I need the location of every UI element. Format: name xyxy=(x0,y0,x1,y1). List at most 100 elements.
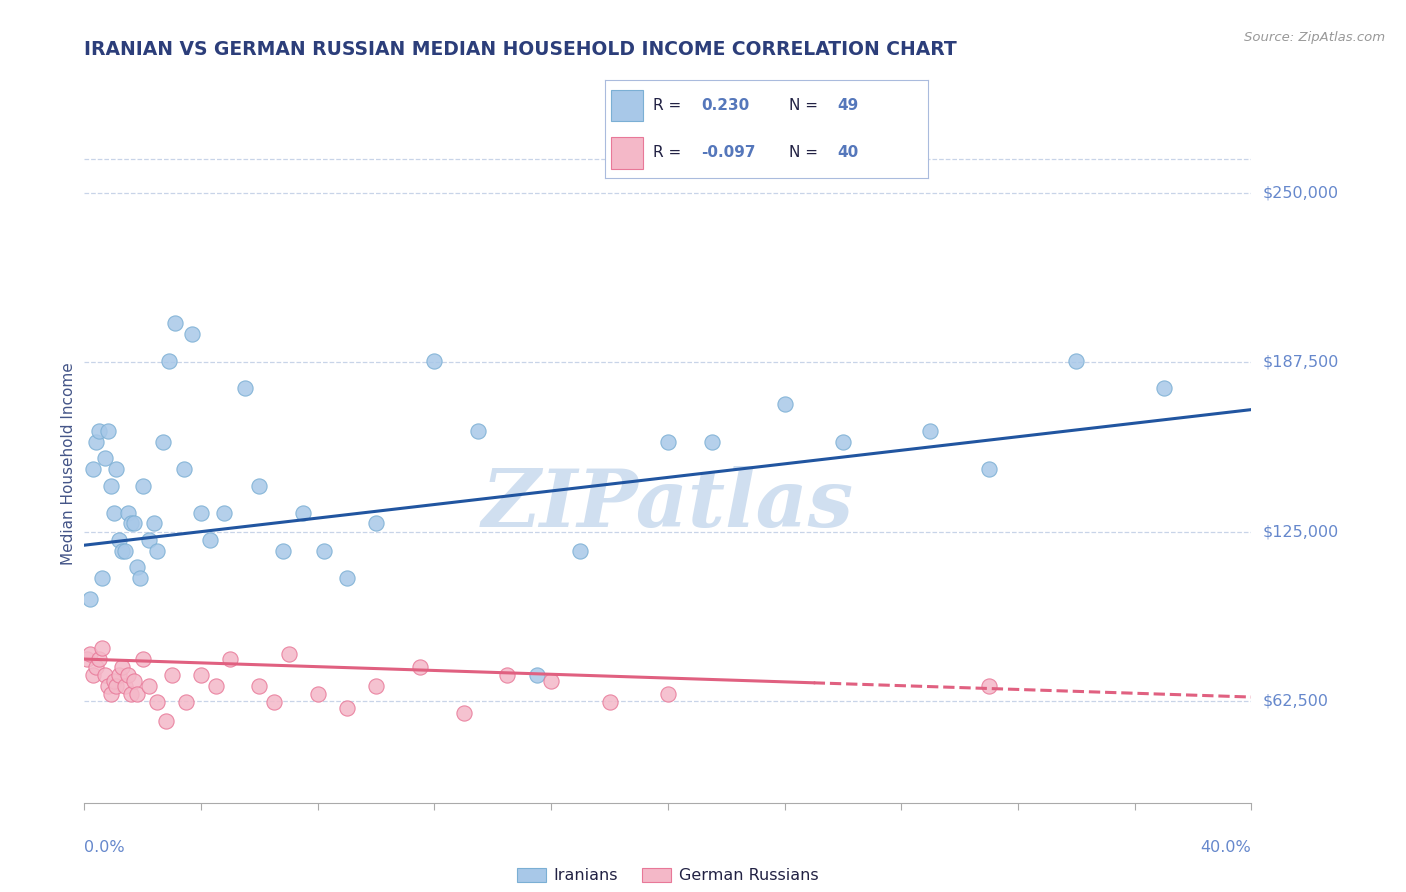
Point xyxy=(146,543,169,558)
Point xyxy=(84,435,107,450)
Point xyxy=(125,560,148,574)
FancyBboxPatch shape xyxy=(612,90,644,121)
Point xyxy=(496,668,519,682)
Point xyxy=(160,668,183,682)
Point xyxy=(214,506,236,520)
Point xyxy=(105,462,128,476)
Point xyxy=(79,592,101,607)
Point xyxy=(138,679,160,693)
Point xyxy=(920,425,942,439)
Point xyxy=(82,462,104,476)
Point xyxy=(1153,381,1175,395)
Text: R =: R = xyxy=(652,145,682,161)
Point xyxy=(87,425,110,439)
Point xyxy=(453,706,475,721)
Text: 49: 49 xyxy=(838,98,859,113)
Text: 40.0%: 40.0% xyxy=(1201,840,1251,855)
Text: ZIPatlas: ZIPatlas xyxy=(482,466,853,543)
Point xyxy=(173,462,195,476)
Point xyxy=(190,668,212,682)
Point xyxy=(111,660,134,674)
Text: IRANIAN VS GERMAN RUSSIAN MEDIAN HOUSEHOLD INCOME CORRELATION CHART: IRANIAN VS GERMAN RUSSIAN MEDIAN HOUSEHO… xyxy=(84,40,957,59)
Point xyxy=(163,316,186,330)
Point xyxy=(657,687,679,701)
Point xyxy=(87,652,110,666)
Point xyxy=(409,660,432,674)
Point xyxy=(832,435,855,450)
Point xyxy=(128,571,150,585)
Point xyxy=(157,353,180,368)
Point xyxy=(277,647,299,661)
Point xyxy=(247,478,270,492)
Point xyxy=(103,673,125,688)
Point xyxy=(100,687,122,701)
Point xyxy=(423,353,446,368)
Point xyxy=(467,425,489,439)
Point xyxy=(94,668,117,682)
Point xyxy=(138,533,160,547)
Point xyxy=(114,679,136,693)
Point xyxy=(117,668,139,682)
Point xyxy=(76,652,98,666)
Text: N =: N = xyxy=(789,145,818,161)
Point xyxy=(219,652,242,666)
Point xyxy=(108,533,131,547)
Point xyxy=(336,701,359,715)
Point xyxy=(97,425,120,439)
Text: $62,500: $62,500 xyxy=(1263,694,1329,708)
Point xyxy=(176,696,198,710)
Point xyxy=(155,714,177,729)
Point xyxy=(103,506,125,520)
Point xyxy=(117,506,139,520)
Text: Source: ZipAtlas.com: Source: ZipAtlas.com xyxy=(1244,31,1385,45)
Point xyxy=(204,679,226,693)
Point xyxy=(120,687,142,701)
Text: 0.230: 0.230 xyxy=(702,98,749,113)
Text: N =: N = xyxy=(789,98,818,113)
Text: $250,000: $250,000 xyxy=(1263,186,1339,200)
Point xyxy=(312,543,335,558)
Point xyxy=(120,516,142,531)
Point xyxy=(90,641,112,656)
Point xyxy=(82,668,104,682)
Point xyxy=(146,696,169,710)
Point xyxy=(97,679,120,693)
Point xyxy=(540,673,562,688)
Point xyxy=(190,506,212,520)
Point xyxy=(307,687,329,701)
Point xyxy=(111,543,134,558)
Point xyxy=(271,543,294,558)
Point xyxy=(657,435,679,450)
Text: 40: 40 xyxy=(838,145,859,161)
Point xyxy=(100,478,122,492)
Point xyxy=(114,543,136,558)
Point xyxy=(773,397,796,411)
Point xyxy=(977,462,1000,476)
Point xyxy=(569,543,592,558)
Point xyxy=(90,571,112,585)
Point xyxy=(132,652,155,666)
Point xyxy=(198,533,221,547)
Point xyxy=(366,679,388,693)
Point xyxy=(79,647,101,661)
Point xyxy=(526,668,548,682)
Point xyxy=(700,435,723,450)
Point xyxy=(1066,353,1088,368)
Point xyxy=(122,516,145,531)
Point xyxy=(94,451,117,466)
Text: $187,500: $187,500 xyxy=(1263,355,1339,369)
Point xyxy=(122,673,145,688)
Point xyxy=(105,679,128,693)
Point xyxy=(125,687,148,701)
Text: -0.097: -0.097 xyxy=(702,145,756,161)
Point xyxy=(336,571,359,585)
Point xyxy=(292,506,315,520)
Text: $125,000: $125,000 xyxy=(1263,524,1339,539)
Point xyxy=(132,478,155,492)
Y-axis label: Median Household Income: Median Household Income xyxy=(60,362,76,566)
Text: 0.0%: 0.0% xyxy=(84,840,125,855)
Point xyxy=(263,696,285,710)
Legend: Iranians, German Russians: Iranians, German Russians xyxy=(510,862,825,889)
Point xyxy=(108,668,131,682)
Point xyxy=(84,660,107,674)
